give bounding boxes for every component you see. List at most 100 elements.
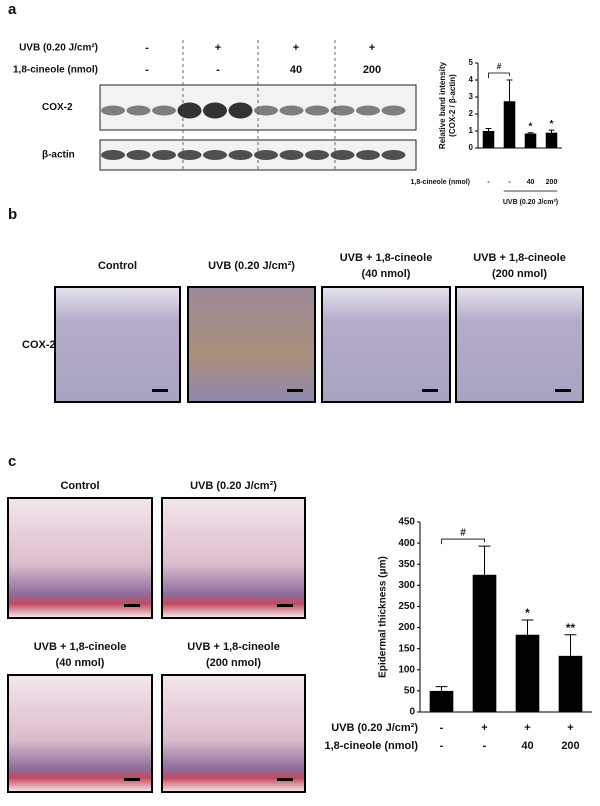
row-label: COX-2 [22, 339, 56, 351]
blot-band [381, 105, 406, 116]
panel-label: b [8, 206, 17, 223]
histology-image [161, 497, 306, 619]
image-caption: UVB (0.20 J/cm²) [190, 480, 277, 492]
panel-label: c [8, 453, 16, 470]
image-caption: (40 nmol) [362, 268, 411, 280]
row-label: UVB (0.20 J/cm²) [19, 43, 98, 54]
row-value: 200 [546, 179, 558, 186]
image-caption: Control [60, 480, 99, 492]
error-bar [527, 132, 534, 134]
row-value: - [508, 179, 511, 186]
bar [482, 131, 495, 148]
bar [472, 574, 497, 712]
scale-bar [422, 389, 438, 392]
scale-bar [124, 778, 140, 781]
histology-image [7, 497, 153, 619]
error-bar [564, 634, 577, 656]
row-value: + [215, 42, 221, 54]
row-value: 40 [521, 740, 533, 752]
row-value: + [524, 722, 530, 734]
histology-image [161, 674, 306, 793]
significance-mark: # [460, 528, 466, 539]
y-axis-label: Epidermal thickness (μm) [378, 556, 389, 678]
significance-mark: # [497, 62, 502, 71]
row-value: - [483, 740, 487, 752]
y-tick-label: 200 [398, 622, 415, 633]
y-tick-label: 50 [404, 686, 416, 697]
scale-bar [152, 389, 168, 392]
y-tick-label: 3 [469, 92, 474, 101]
row-label: UVB (0.20 J/cm²) [331, 722, 418, 734]
row-value: - [145, 42, 149, 54]
group-label: UVB (0.20 J/cm²) [503, 199, 558, 206]
blot-label: β-actin [42, 150, 75, 161]
blot-band [381, 150, 406, 160]
y-tick-label: 1 [469, 126, 474, 135]
blot-band [101, 150, 125, 160]
row-value: + [369, 42, 375, 54]
y-tick-label: 400 [398, 538, 415, 549]
error-bar [435, 686, 448, 691]
y-tick-label: 450 [398, 517, 415, 528]
blot-band [279, 150, 304, 160]
error-bar [506, 79, 513, 102]
bar [558, 655, 583, 712]
blot-band [177, 102, 202, 119]
error-bar [485, 127, 492, 131]
image-caption: UVB + 1,8-cineole [473, 252, 566, 264]
blot-band [356, 150, 380, 160]
y-tick-label: 2 [469, 109, 474, 118]
blot-band [126, 105, 151, 116]
significance-mark: ** [566, 621, 576, 635]
y-tick-label: 300 [398, 580, 415, 591]
histology-image [455, 286, 584, 403]
panel-label: a [8, 1, 17, 18]
y-axis-label: Relative band intensity [438, 61, 447, 149]
row-value: 40 [290, 64, 302, 76]
blot-band [228, 102, 253, 119]
blot-band [305, 105, 329, 116]
scale-bar [287, 389, 303, 392]
bar [503, 101, 516, 148]
blot-band [330, 150, 355, 160]
scale-bar [124, 604, 140, 607]
row-value: 40 [527, 179, 535, 186]
blot-band [203, 102, 227, 119]
image-caption: Control [98, 260, 137, 272]
scale-bar [277, 778, 293, 781]
bar [429, 690, 454, 712]
y-tick-label: 350 [398, 559, 415, 570]
blot-band [254, 150, 278, 160]
significance-mark: * [550, 119, 554, 130]
y-tick-label: 250 [398, 601, 415, 612]
blot-band [254, 105, 278, 116]
y-tick-label: 5 [469, 58, 474, 67]
blot-band [152, 105, 176, 116]
image-caption: UVB + 1,8-cineole [340, 252, 433, 264]
row-label: 1,8-cineole (nmol) [410, 179, 470, 186]
error-bar [521, 619, 534, 635]
row-value: - [440, 722, 444, 734]
blot-band [330, 105, 355, 116]
blot-band [203, 150, 227, 160]
blot-label: COX-2 [42, 102, 73, 113]
blot-band [177, 150, 202, 160]
row-value: + [293, 42, 299, 54]
blot-band [279, 105, 304, 116]
row-value: 200 [363, 64, 381, 76]
y-tick-label: 4 [469, 75, 474, 84]
error-bar [478, 545, 491, 575]
image-caption: UVB + 1,8-cineole [34, 641, 127, 653]
y-tick-label: 100 [398, 664, 415, 675]
blot-band [101, 105, 125, 116]
row-label: 1,8-cineole (nmol) [13, 65, 98, 76]
histology-image [321, 286, 451, 403]
image-caption: UVB + 1,8-cineole [187, 641, 280, 653]
row-value: + [567, 722, 573, 734]
image-caption: UVB (0.20 J/cm²) [208, 260, 295, 272]
row-value: - [216, 64, 220, 76]
y-tick-label: 0 [469, 143, 474, 152]
histology-image [187, 286, 316, 403]
error-bar [548, 129, 555, 133]
